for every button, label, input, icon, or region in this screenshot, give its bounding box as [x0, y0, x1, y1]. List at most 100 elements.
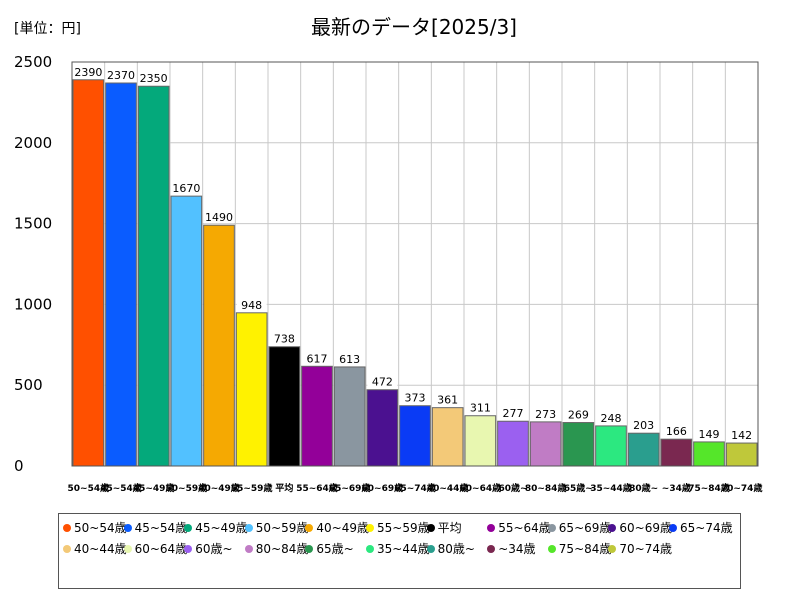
data-label: 738	[274, 333, 295, 346]
legend-item: 40~49歳	[305, 520, 369, 536]
bar	[301, 365, 333, 467]
data-label: 361	[437, 394, 458, 407]
data-label: 248	[601, 412, 622, 425]
legend-marker	[123, 524, 132, 532]
bar	[595, 425, 627, 467]
bar	[105, 82, 137, 467]
legend-item: 55~64歳	[487, 520, 551, 536]
data-label: 2390	[74, 66, 102, 79]
bar	[235, 312, 268, 467]
data-label-bg	[236, 296, 267, 311]
data-label-bg	[204, 209, 234, 224]
data-label: 273	[535, 408, 556, 421]
x-tick-label: 40~44歳	[427, 482, 469, 494]
legend-marker	[547, 524, 556, 532]
legend-label: 40~44歳	[74, 542, 127, 556]
data-label-bg	[73, 63, 104, 78]
x-tick-label: 65歳~	[564, 482, 593, 494]
legend-item: 35~44歳	[366, 541, 430, 557]
bar	[627, 432, 660, 467]
x-tick-label: 60歳~	[498, 482, 527, 494]
data-label: 311	[470, 402, 491, 415]
x-tick-label: 75~84歳	[688, 482, 730, 494]
legend-label: ~34歳	[498, 542, 536, 556]
legend-label: 45~54歳	[134, 521, 188, 535]
data-label: 269	[568, 409, 589, 422]
legend-marker	[123, 545, 132, 553]
data-label-bg	[726, 427, 757, 442]
legend-label: 70~74歳	[619, 542, 672, 556]
legend-label: 75~84歳	[558, 542, 612, 556]
legend-item: 65歳~	[305, 541, 354, 557]
data-label-bg	[628, 417, 659, 432]
y-tick-label: 1000	[14, 295, 52, 313]
legend-marker	[305, 524, 314, 532]
x-tick-label: 70~74歳	[721, 482, 763, 494]
data-label-bg	[367, 373, 398, 388]
legend-label: 50~59歳	[255, 521, 309, 535]
bar	[725, 442, 758, 467]
data-label: 613	[339, 353, 360, 366]
data-label-bg	[661, 423, 692, 438]
data-label: 617	[307, 352, 328, 365]
legend-label: 平均	[437, 521, 462, 535]
data-label: 166	[666, 425, 687, 438]
bar	[464, 415, 497, 467]
legend-label: 35~44歳	[377, 542, 430, 556]
data-label: 472	[372, 376, 393, 389]
data-label-bg	[138, 70, 169, 85]
data-label: 277	[503, 407, 524, 420]
x-tick-label: 35~44歳	[590, 482, 632, 494]
data-label-bg	[171, 180, 202, 195]
data-label-bg	[694, 425, 724, 440]
bar	[399, 405, 431, 467]
legend-item: 60~64歳	[123, 541, 187, 557]
legend-marker	[366, 545, 374, 553]
legend-label: 45~49歳	[195, 521, 248, 535]
legend-marker	[63, 524, 71, 532]
x-tick-label: 60~69歳	[362, 482, 404, 494]
legend-marker	[608, 545, 617, 553]
y-tick-label: 2500	[14, 53, 52, 71]
y-axis: 0 500 1000 1500 2000 2500	[14, 53, 52, 475]
x-tick-label: 80歳~	[629, 482, 658, 494]
legend-marker	[426, 545, 435, 553]
x-tick-label: 80~84歳	[525, 482, 567, 494]
x-tick-label: 40~49歳	[198, 482, 240, 494]
bar-series	[72, 79, 758, 467]
x-tick-label: 55~64歳	[296, 482, 338, 494]
bar	[562, 422, 595, 467]
legend-marker	[244, 545, 253, 553]
legend-item: 80歳~	[426, 541, 475, 557]
x-tick-label: 平均	[275, 482, 293, 494]
legend-label: 55~64歳	[498, 521, 551, 535]
bar	[366, 389, 399, 467]
bar	[497, 420, 529, 467]
plot-frame	[71, 61, 759, 467]
data-label-bg	[269, 330, 300, 345]
x-tick-label: 50~59歳	[166, 482, 208, 494]
data-label: 2370	[107, 69, 135, 82]
legend-item: ~34歳	[487, 541, 536, 557]
legend-label: 65~74歳	[680, 521, 733, 535]
legend-marker	[547, 545, 556, 553]
legend-label: 80~84歳	[255, 542, 309, 556]
data-label-bg	[530, 405, 561, 420]
legend-marker	[426, 524, 435, 532]
data-label-bg	[563, 406, 594, 421]
bar	[529, 421, 562, 467]
legend-label: 60歳~	[195, 542, 233, 556]
y-tick-label: 2000	[14, 134, 52, 152]
x-tick-label: 45~49歳	[133, 482, 175, 494]
legend-label: 60~69歳	[619, 521, 672, 535]
data-label: 142	[731, 429, 752, 442]
legend-marker	[487, 524, 496, 532]
data-labels: 2390 2370 2350 1670 1490 948 738 617 613 472 373 36…	[73, 63, 757, 442]
data-label-bg	[334, 350, 365, 365]
legend-item: 75~84歳	[547, 541, 612, 557]
legend-label: 50~54歳	[74, 521, 127, 535]
data-label-bg	[302, 350, 332, 365]
bar	[72, 79, 105, 467]
legend-item: 45~49歳	[184, 520, 248, 536]
